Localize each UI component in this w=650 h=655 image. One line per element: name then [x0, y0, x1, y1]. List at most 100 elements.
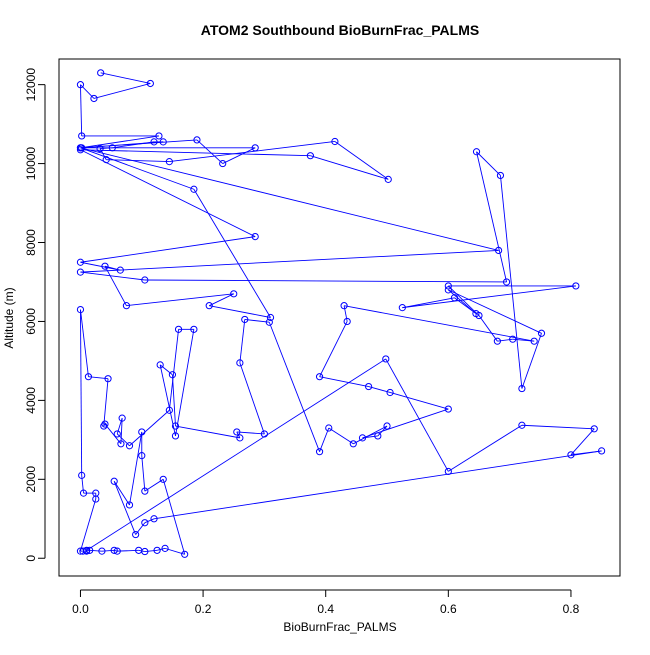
series-segment	[319, 376, 369, 388]
series-segment	[521, 333, 542, 389]
data-point	[444, 467, 452, 476]
data-point	[251, 232, 259, 241]
series-segment	[156, 547, 166, 551]
series-segment	[209, 305, 271, 318]
series-segment	[385, 358, 449, 472]
data-point	[76, 144, 85, 152]
series-segment	[334, 141, 389, 180]
series-segment	[169, 141, 335, 163]
data-point	[171, 422, 180, 430]
data-point	[260, 430, 268, 438]
data-point	[475, 311, 483, 320]
plot-frame	[58, 58, 621, 577]
series-segment	[570, 428, 595, 456]
x-axis: 0.0 0.2 0.4 0.6 0.8	[72, 589, 580, 616]
data-point	[138, 452, 146, 460]
data-point	[84, 373, 93, 381]
data-point	[138, 428, 146, 436]
series-segment	[521, 424, 595, 430]
data-point	[125, 442, 134, 450]
data-point	[113, 547, 121, 555]
y-tick-label: 12000	[24, 68, 38, 102]
data-point	[236, 434, 244, 442]
series-segment	[144, 478, 164, 492]
data-point	[374, 432, 382, 440]
y-tick-label: 2000	[24, 466, 38, 493]
data-point	[493, 337, 501, 345]
data-point	[444, 286, 452, 294]
series-segment	[344, 305, 535, 342]
series-segment	[377, 425, 388, 437]
series-segment	[80, 149, 256, 237]
series-segment	[175, 329, 195, 436]
series-segment	[153, 450, 602, 520]
data-point	[159, 138, 167, 146]
data-point	[306, 152, 314, 160]
data-point	[116, 266, 124, 274]
series-segment	[239, 319, 246, 363]
series-segment	[368, 386, 391, 393]
data-point	[340, 302, 348, 310]
data-point	[76, 268, 85, 276]
data-point	[233, 428, 241, 436]
series-segment	[104, 423, 122, 445]
data-point	[102, 156, 110, 164]
data-point	[92, 495, 100, 503]
data-point	[98, 547, 106, 555]
data-point	[122, 302, 131, 310]
data-point	[82, 546, 91, 554]
data-point	[472, 148, 481, 156]
series-segment	[103, 378, 109, 427]
series-segment	[175, 425, 240, 439]
data-point	[572, 282, 580, 290]
data-point	[141, 547, 149, 556]
data-point	[117, 440, 125, 448]
series-segment	[159, 364, 173, 376]
series-segment	[499, 175, 523, 389]
x-axis-label: BioBurnFrac_PALMS	[283, 620, 396, 634]
data-point	[165, 406, 173, 414]
data-point	[518, 384, 526, 393]
y-tick-label: 4000	[24, 387, 38, 414]
data-point	[450, 294, 459, 302]
data-point	[150, 515, 158, 523]
data-point	[190, 325, 198, 333]
data-point	[315, 448, 324, 456]
y-tick-label: 0	[24, 555, 38, 562]
data-point	[101, 262, 109, 270]
series-segment	[80, 271, 145, 281]
series-segment	[239, 362, 265, 435]
data-point	[104, 375, 112, 383]
x-tick-label: 0.2	[195, 602, 212, 616]
data-point	[141, 276, 149, 284]
series-segment	[80, 147, 499, 251]
data-point	[79, 489, 88, 497]
series-segment	[135, 522, 146, 535]
series-segment	[100, 72, 151, 84]
series-segment	[104, 265, 127, 306]
data-point	[598, 447, 606, 455]
data-point	[141, 519, 149, 527]
data-point	[159, 475, 167, 483]
series-segment	[129, 409, 170, 447]
series-segment	[144, 549, 158, 552]
data-point	[251, 144, 259, 152]
y-axis-label: Altitude (m)	[2, 287, 16, 348]
y-tick-label: 8000	[24, 229, 38, 256]
series-segment	[80, 236, 256, 263]
data-point	[537, 329, 546, 337]
data-point	[236, 359, 244, 367]
x-tick-label: 0.6	[440, 602, 457, 616]
series-segment	[319, 427, 330, 452]
series-segment	[389, 392, 449, 410]
data-point	[168, 371, 177, 379]
series-segment	[80, 149, 311, 157]
series-segment	[193, 189, 271, 318]
x-tick-label: 0.4	[317, 602, 334, 616]
series-segment	[80, 147, 195, 190]
data-point	[108, 144, 116, 152]
data-point	[86, 546, 94, 554]
series-segment	[80, 498, 97, 552]
x-tick-label: 0.8	[563, 602, 580, 616]
data-point	[90, 94, 98, 103]
